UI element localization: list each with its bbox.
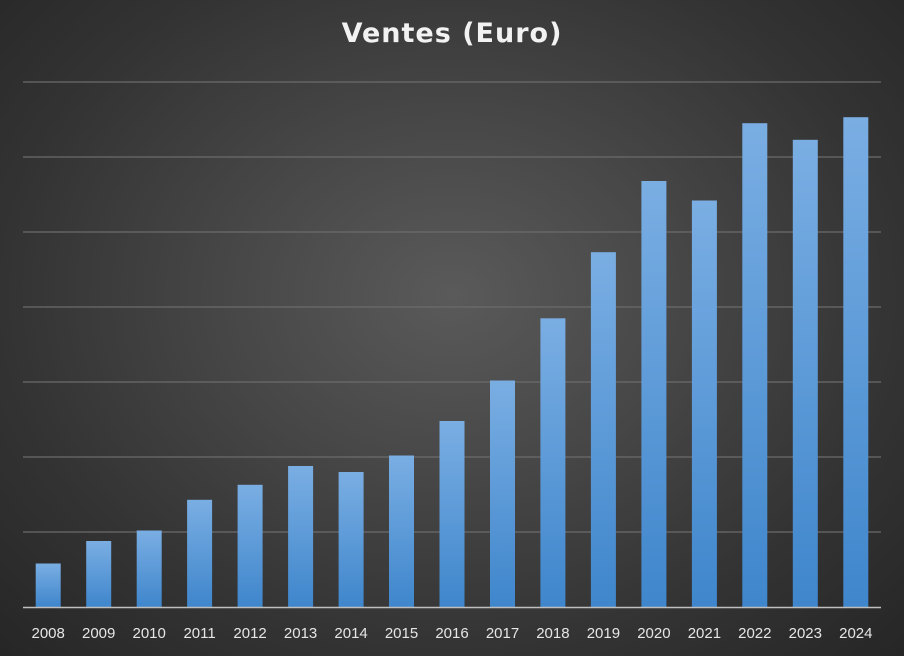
bar-2020 — [641, 181, 667, 607]
x-tick-label-2016: 2016 — [435, 625, 468, 642]
x-tick-label-2012: 2012 — [233, 625, 266, 642]
bar-2017 — [490, 380, 515, 607]
x-tick-label-2011: 2011 — [183, 625, 215, 642]
bar-2009 — [86, 541, 112, 607]
x-tick-label-2014: 2014 — [334, 625, 367, 642]
bar-2012 — [237, 484, 263, 608]
bar-2015 — [389, 455, 414, 607]
x-tick-label-2020: 2020 — [637, 625, 670, 642]
x-tick-label-2015: 2015 — [385, 625, 418, 642]
chart-title: Ventes (Euro) — [341, 18, 563, 49]
bar-2013 — [288, 466, 314, 607]
x-tick-label-2009: 2009 — [82, 625, 115, 642]
bar-2022 — [742, 123, 768, 607]
x-tick-label-2018: 2018 — [536, 625, 569, 642]
x-tick-label-2022: 2022 — [738, 625, 771, 642]
bar-2021 — [691, 200, 717, 607]
bar-2008 — [35, 563, 61, 607]
bars — [35, 117, 869, 608]
x-tick-label-2017: 2017 — [486, 625, 519, 642]
x-tick-label-2008: 2008 — [32, 625, 65, 642]
x-tick-label-2021: 2021 — [688, 625, 721, 642]
bar-2018 — [540, 318, 566, 608]
bar-2014 — [338, 472, 364, 607]
bar-2024 — [843, 117, 869, 607]
bar-2023 — [792, 139, 818, 608]
bar-2011 — [187, 499, 213, 608]
x-tick-label-2010: 2010 — [133, 625, 166, 642]
x-tick-label-2019: 2019 — [587, 625, 620, 642]
x-tick-label-2023: 2023 — [789, 625, 822, 642]
bar-2019 — [590, 252, 616, 607]
x-tick-label-2013: 2013 — [284, 625, 317, 642]
bar-2016 — [439, 421, 465, 607]
x-tick-labels: 2008 2009 2010 2011 2012 2013 2014 2015 2016 2017… — [32, 625, 873, 642]
bar-2010 — [136, 530, 162, 607]
x-tick-label-2024: 2024 — [839, 625, 872, 642]
